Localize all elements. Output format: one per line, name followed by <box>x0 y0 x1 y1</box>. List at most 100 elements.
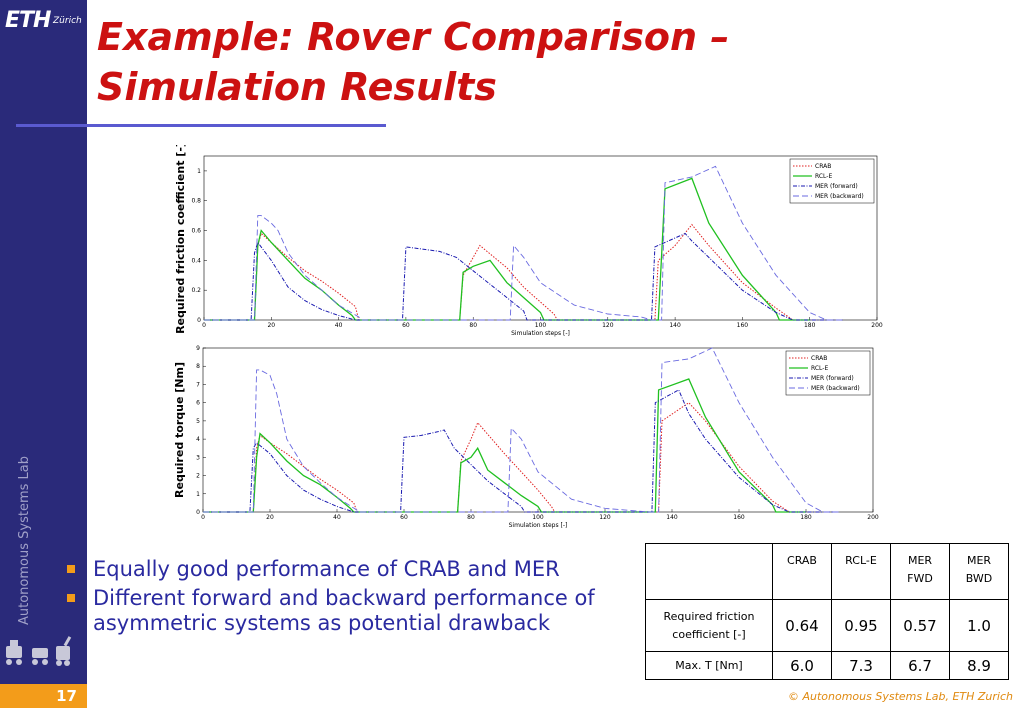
table-cell: 1.0 <box>949 599 1009 652</box>
table-cell: 6.7 <box>890 651 950 680</box>
y-tick-label: 1 <box>196 491 200 498</box>
table-cell: 7.3 <box>831 651 891 680</box>
bullet-item: Equally good performance of CRAB and MER <box>65 557 645 582</box>
table-cell: 6.0 <box>772 651 832 680</box>
x-tick-label: 140 <box>666 514 678 521</box>
x-axis-label: Simulation steps [-] <box>509 522 568 529</box>
x-tick-label: 100 <box>532 514 544 521</box>
legend-entry: CRAB <box>811 355 827 362</box>
series-line <box>204 165 844 321</box>
y-tick-label: 8 <box>196 363 200 370</box>
plot-area <box>202 347 874 513</box>
x-tick-label: 160 <box>733 514 745 521</box>
x-tick-label: 60 <box>400 514 408 521</box>
x-tick-label: 120 <box>602 322 614 329</box>
series-line <box>204 177 810 321</box>
table-header-cell: RCL-E <box>831 543 891 600</box>
results-table: CRAB RCL-E MER FWD MER BWD Required fricti… <box>645 543 1009 680</box>
series-line <box>203 378 806 513</box>
y-tick-label: 5 <box>196 418 200 425</box>
legend-entry: RCL-E <box>811 365 828 372</box>
y-tick-label: 3 <box>196 454 200 461</box>
x-tick-label: 140 <box>669 322 681 329</box>
page-number: 17 <box>56 687 77 705</box>
x-tick-label: 180 <box>804 322 816 329</box>
y-tick-label: 0.6 <box>191 228 201 235</box>
table-row-label: Max. T [Nm] <box>645 651 773 680</box>
series-line <box>203 389 840 513</box>
bullet-square-icon <box>67 565 75 573</box>
friction-chart-svg: 0 20 40 60 80 100 120 140 160 180 200 0 0.2 0.4 0.6 0.8… <box>174 142 883 337</box>
y-axis-label: Required friction coefficient [-] <box>174 145 187 334</box>
eth-logo: ETH <box>5 8 51 33</box>
x-tick-label: 160 <box>737 322 749 329</box>
legend-entry: MER (forward) <box>811 375 854 382</box>
x-tick-label: 20 <box>266 514 274 521</box>
lab-name-vertical: Autonomous Systems Lab <box>17 456 32 625</box>
y-tick-label: 0.8 <box>191 198 201 205</box>
x-tick-label: 0 <box>202 322 206 329</box>
eth-logo-sub: Zürich <box>53 16 82 26</box>
robots-icon <box>6 636 72 666</box>
legend-entry: CRAB <box>815 163 831 170</box>
table-cell: 0.57 <box>890 599 950 652</box>
torque-chart-svg: 0 20 40 60 80 100 120 140 160 180 200 0 1 2 3 4 5 6 7 8 9 Sim… <box>173 345 879 529</box>
series-line <box>203 347 840 513</box>
series-line <box>203 402 806 513</box>
legend-entry: MER (backward) <box>815 193 864 200</box>
table-row: Required friction coefficient [-] 0.64 0.… <box>645 599 1009 652</box>
x-axis-label: Simulation steps [-] <box>511 330 570 337</box>
table-cell: 0.64 <box>772 599 832 652</box>
y-axis-label: Required torque [Nm] <box>173 362 186 498</box>
x-tick-label: 0 <box>201 514 205 521</box>
table-header-cell: CRAB <box>772 543 832 600</box>
table-header-row: CRAB RCL-E MER FWD MER BWD <box>645 543 1009 600</box>
table-row: Max. T [Nm] 6.0 7.3 6.7 8.9 <box>645 651 1009 680</box>
x-tick-label: 40 <box>335 322 343 329</box>
x-tick-label: 40 <box>333 514 341 521</box>
y-tick-label: 1 <box>197 168 201 175</box>
x-tick-label: 80 <box>467 514 475 521</box>
x-tick-label: 180 <box>800 514 812 521</box>
y-tick-label: 9 <box>196 345 200 352</box>
x-tick-label: 80 <box>469 322 477 329</box>
x-tick-label: 200 <box>867 514 879 521</box>
x-tick-label: 200 <box>871 322 883 329</box>
table-cell: 0.95 <box>831 599 891 652</box>
slide-title-line2: Simulation Results <box>97 65 497 109</box>
title-underline <box>16 124 386 127</box>
legend-entry: MER (forward) <box>815 183 858 190</box>
series-line <box>204 223 810 321</box>
x-tick-label: 100 <box>535 322 547 329</box>
friction-chart: 0 20 40 60 80 100 120 140 160 180 200 0 0.2 0.4 0.6 0.8… <box>170 142 890 345</box>
legend-entry: RCL-E <box>815 173 832 180</box>
y-tick-label: 2 <box>196 473 200 480</box>
bullet-square-icon <box>67 594 75 602</box>
series-line <box>204 232 844 321</box>
legend-entry: MER (backward) <box>811 385 860 392</box>
y-tick-label: 4 <box>196 436 200 443</box>
table-header-cell <box>645 543 773 600</box>
sidebar: ETH Zürich Autonomous Systems Lab <box>0 0 87 708</box>
table-row-label: Required friction coefficient [-] <box>645 599 773 652</box>
copyright: © Autonomous Systems Lab, ETH Zurich <box>787 690 1013 703</box>
y-tick-label: 6 <box>196 400 200 407</box>
y-tick-label: 7 <box>196 381 200 388</box>
x-tick-label: 20 <box>267 322 275 329</box>
y-tick-label: 0.4 <box>191 257 201 264</box>
y-tick-label: 0 <box>196 509 200 516</box>
page-number-box: 17 <box>0 684 87 708</box>
table-header-cell: MER BWD <box>949 543 1009 600</box>
table-header-cell: MER FWD <box>890 543 950 600</box>
y-tick-label: 0.2 <box>191 287 201 294</box>
slide-title: Example: Rover Comparison – Simulation R… <box>97 12 797 112</box>
bullet-text: Equally good performance of CRAB and MER <box>93 557 560 581</box>
bullet-list: Equally good performance of CRAB and MER… <box>65 557 645 640</box>
slide-title-line1: Example: Rover Comparison – <box>97 15 730 59</box>
y-tick-label: 0 <box>197 317 201 324</box>
x-tick-label: 120 <box>599 514 611 521</box>
plot-area <box>203 155 878 321</box>
bullet-item: Different forward and backward performan… <box>65 586 645 636</box>
table-cell: 8.9 <box>949 651 1009 680</box>
x-tick-label: 60 <box>402 322 410 329</box>
